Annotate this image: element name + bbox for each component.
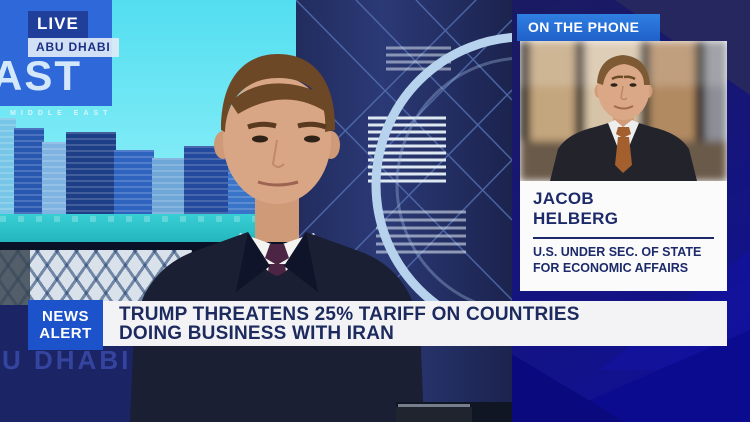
background-facet (505, 350, 625, 422)
guest-photo (520, 41, 727, 181)
news-alert-line1: NEWS (42, 308, 89, 325)
guest-name-line1: JACOB (533, 189, 595, 208)
divider (533, 237, 714, 239)
news-alert-line2: ALERT (39, 325, 92, 342)
laptop-icon (398, 404, 470, 407)
phone-panel-header: ON THE PHONE (517, 14, 660, 41)
guest-name: JACOB HELBERG (533, 189, 618, 229)
laptop (396, 407, 472, 422)
news-anchor (130, 54, 424, 422)
headline-line1: TRUMP THREATENS 25% TARIFF ON COUNTRIES (119, 304, 580, 325)
screen-edge (0, 242, 308, 252)
studio-lattice-shadow (0, 250, 30, 312)
location-badge: ABU DHABI (28, 38, 119, 57)
desk-panel-text: U DHABI (2, 345, 132, 375)
phone-panel: JACOB HELBERG U.S. UNDER SEC. OF STATE F… (520, 41, 727, 291)
water-reflection (0, 216, 308, 222)
headline-bar: TRUMP THREATENS 25% TARIFF ON COUNTRIES … (103, 301, 727, 346)
guest-title: U.S. UNDER SEC. OF STATE FOR ECONOMIC AF… (533, 244, 701, 276)
guest-title-line1: U.S. UNDER SEC. OF STATE (533, 245, 702, 259)
skyline-building (0, 118, 16, 244)
studio-screen-text-small: MIDDLE EAST (10, 110, 113, 117)
studio-screen-text-large: AST (0, 52, 82, 99)
live-badge: LIVE (28, 11, 88, 39)
guest-title-line2: FOR ECONOMIC AFFAIRS (533, 261, 689, 275)
news-alert-badge: NEWS ALERT (28, 300, 103, 350)
headline-line2: DOING BUSINESS WITH IRAN (119, 323, 395, 344)
studio-video: AST MIDDLE EAST U DHABI (0, 0, 512, 422)
guest-name-line2: HELBERG (533, 209, 619, 228)
guest-figure (550, 55, 697, 181)
